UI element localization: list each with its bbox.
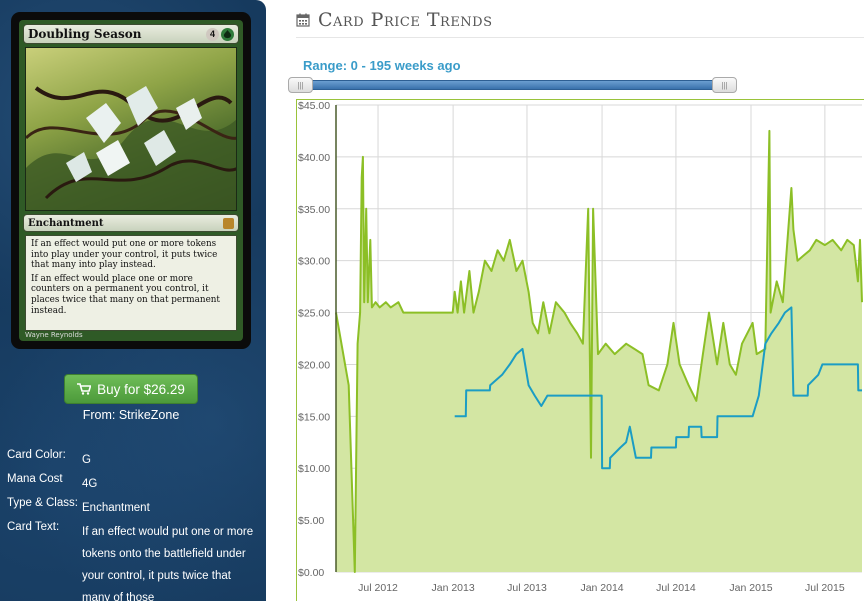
card-artwork [25, 47, 237, 211]
chart-frame [296, 99, 864, 601]
attribute-label: Type & Class: [7, 497, 78, 509]
header-divider [296, 37, 864, 38]
card-image[interactable]: Doubling Season 4 [11, 12, 251, 349]
y-tick-label: $15.00 [298, 411, 330, 423]
attribute-row-color: Card Color: G [7, 449, 258, 471]
x-tick-label: Jan 2015 [729, 582, 772, 594]
attribute-label: Mana Cost [7, 473, 63, 485]
series-area-0 [336, 130, 862, 572]
card-artist-credit: Wayne Reynolds [25, 331, 83, 339]
y-tick-label: $25.00 [298, 308, 330, 320]
attribute-value: G [82, 454, 91, 466]
generic-mana-icon: 4 [206, 27, 219, 41]
chart-area-fill [336, 130, 862, 572]
attribute-label: Card Text: [7, 521, 60, 533]
card-name: Doubling Season [28, 27, 142, 41]
series-line-0 [335, 129, 863, 573]
y-tick-label: $0.00 [298, 567, 324, 579]
buy-vendor: From: StrikeZone [82, 408, 180, 422]
set-symbol-icon [223, 217, 234, 229]
card-title-bar: Doubling Season 4 [23, 24, 239, 44]
x-tick-label: Jul 2015 [805, 582, 845, 594]
shopping-cart-icon [77, 383, 92, 395]
card-rules-text: If an effect would put one or more token… [25, 235, 237, 331]
card-frame: Doubling Season 4 [19, 20, 243, 341]
series-line-1 [454, 306, 862, 470]
card-type-bar: Enchantment [23, 214, 239, 232]
attribute-value: Enchantment [82, 502, 150, 514]
attribute-value: If an effect would put one or more token… [82, 526, 254, 601]
x-tick-label: Jul 2014 [656, 582, 696, 594]
mana-cost-icons: 4 [206, 27, 234, 41]
y-tick-label: $5.00 [298, 515, 324, 527]
calendar-icon [296, 13, 310, 27]
attribute-row-mana-cost: Mana Cost 4G [7, 473, 258, 495]
y-tick-label: $10.00 [298, 463, 330, 475]
chart-series-lines [335, 105, 863, 573]
range-slider-right-handle[interactable]: ||| [712, 77, 737, 93]
page-title: Card Price Trends [318, 9, 493, 31]
y-tick-label: $35.00 [298, 204, 330, 216]
card-rules-paragraph-2: If an effect would place one or more cou… [31, 273, 220, 316]
y-tick-label: $30.00 [298, 256, 330, 268]
attribute-row-card-text: Card Text: If an effect would put one or… [7, 521, 258, 601]
range-slider-left-handle[interactable]: ||| [288, 77, 313, 93]
card-rules-paragraph-1: If an effect would put one or more token… [31, 239, 218, 271]
card-sidebar: Doubling Season 4 [0, 0, 266, 601]
y-tick-label: $20.00 [298, 359, 330, 371]
x-axis-labels: Jul 2012 Jan 2013 Jul 2013 Jan 2014 Jul 2014… [358, 582, 845, 594]
buy-button[interactable]: Buy for $26.29 [64, 374, 198, 404]
x-tick-label: Jul 2013 [507, 582, 547, 594]
range-slider-track[interactable] [298, 80, 734, 90]
attribute-label: Card Color: [7, 449, 66, 461]
card-type-line: Enchantment [28, 217, 104, 229]
y-axis-labels: $0.00 $5.00 $10.00 $15.00 $20.00 $25.00 $30.00… [298, 100, 330, 579]
price-trend-chart: $0.00 $5.00 $10.00 $15.00 $20.00 $25.00 $30.00… [298, 100, 863, 594]
buy-button-label: Buy for $26.29 [97, 381, 185, 397]
x-tick-label: Jan 2014 [580, 582, 623, 594]
y-tick-label: $45.00 [298, 100, 330, 112]
green-mana-icon [221, 27, 234, 41]
price-trends-header: Card Price Trends [296, 9, 493, 31]
y-tick-label: $40.00 [298, 152, 330, 164]
attribute-row-type: Type & Class: Enchantment [7, 497, 258, 519]
x-tick-label: Jan 2013 [432, 582, 475, 594]
x-tick-label: Jul 2012 [358, 582, 398, 594]
range-label: Range: 0 - 195 weeks ago [303, 58, 461, 73]
attribute-value: 4G [82, 478, 98, 490]
